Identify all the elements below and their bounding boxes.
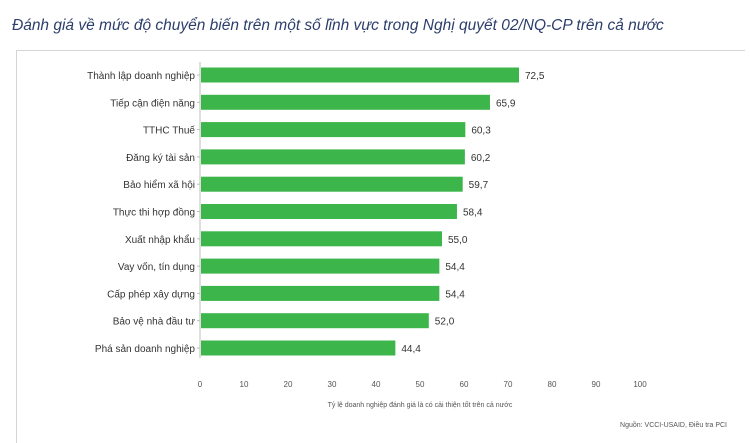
x-tick-label: 60 (460, 380, 469, 389)
x-tick-label: 0 (198, 380, 203, 389)
x-tick-label: 80 (548, 380, 557, 389)
source-note: Nguồn: VCCI-USAID, Điều tra PCI (620, 420, 727, 429)
x-tick-label: 20 (284, 380, 293, 389)
value-label: 55,0 (448, 235, 468, 246)
category-label: Phá sản doanh nghiệp (95, 344, 196, 355)
value-label: 58,4 (463, 208, 483, 219)
category-label: Tiếp cận điện năng (110, 97, 195, 109)
bar (201, 340, 396, 356)
bar (201, 176, 463, 192)
category-label: Xuất nhập khẩu (125, 234, 195, 246)
x-tick-label: 40 (372, 380, 381, 389)
bar (201, 231, 442, 247)
bar (201, 67, 519, 83)
category-label: Đăng ký tài sản (126, 153, 195, 164)
chart-title: Đánh giá về mức độ chuyển biến trên một … (12, 17, 664, 34)
value-label: 44,4 (401, 344, 421, 355)
x-tick-label: 30 (328, 380, 337, 389)
chart-frame (16, 50, 745, 443)
x-tick-label: 10 (240, 380, 249, 389)
category-label: Vay vốn, tín dụng (118, 261, 195, 273)
value-label: 52,0 (435, 317, 455, 328)
category-label: Bảo vệ nhà đầu tư (113, 316, 196, 328)
x-tick-label: 90 (592, 380, 601, 389)
bar (201, 122, 466, 138)
x-axis-label: Tỷ lệ doanh nghiệp đánh giá là có cải th… (328, 400, 513, 409)
value-label: 54,4 (445, 289, 465, 300)
category-label: Bảo hiểm xã hội (123, 179, 195, 191)
value-label: 72,5 (525, 71, 545, 82)
x-tick-label: 70 (504, 380, 513, 389)
category-label: TTHC Thuế (143, 125, 195, 137)
category-label: Cấp phép xây dựng (107, 288, 195, 300)
value-label: 65,9 (496, 98, 516, 109)
bar (201, 204, 457, 219)
x-tick-label: 100 (633, 380, 647, 389)
bar (201, 313, 429, 329)
bar (201, 149, 465, 165)
bar (201, 285, 440, 301)
category-label: Thành lập doanh nghiệp (87, 71, 195, 82)
bar (201, 258, 440, 274)
category-label: Thực thi hợp đồng (113, 207, 195, 219)
x-tick-label: 50 (416, 380, 425, 389)
value-label: 54,4 (445, 262, 465, 273)
value-label: 59,7 (469, 180, 489, 191)
value-label: 60,3 (471, 126, 491, 137)
bar (201, 94, 490, 110)
value-label: 60,2 (471, 153, 491, 164)
